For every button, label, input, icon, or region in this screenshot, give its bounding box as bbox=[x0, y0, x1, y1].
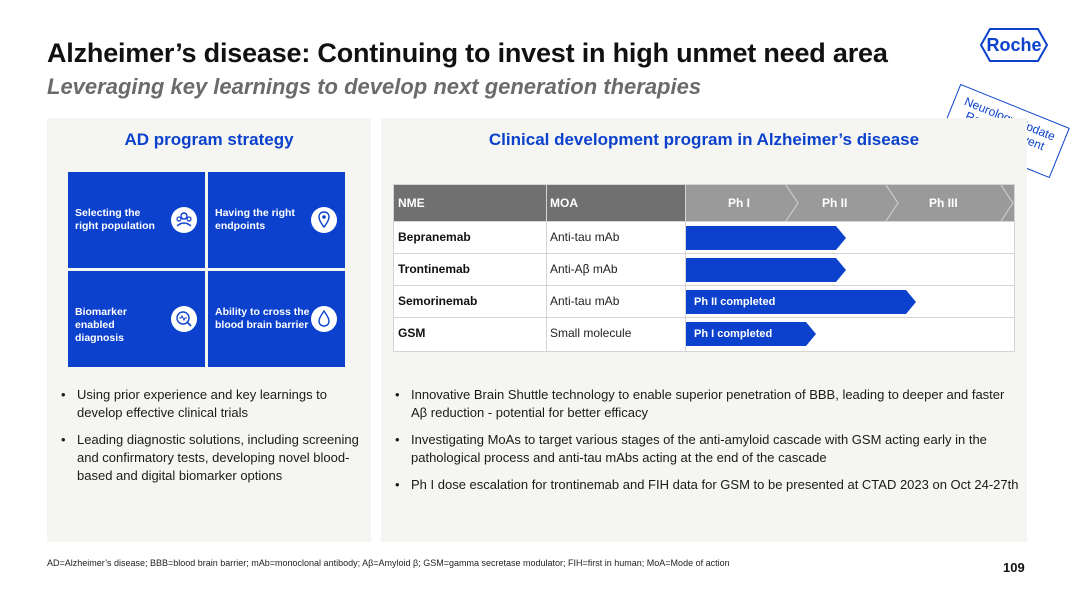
header-moa: MOA bbox=[550, 196, 578, 210]
strategy-bullet-list: Using prior experience and key learnings… bbox=[54, 386, 366, 494]
cell-moa: Small molecule bbox=[550, 326, 632, 340]
roche-logo: Roche bbox=[979, 28, 1049, 62]
table-row: Semorinemab Anti-tau mAb Ph II completed bbox=[394, 285, 1014, 317]
location-pin-icon bbox=[311, 207, 337, 233]
list-item: Ph I dose escalation for trontinemab and… bbox=[388, 476, 1023, 494]
clinical-program-heading: Clinical development program in Alzheime… bbox=[488, 130, 920, 149]
magnifier-pulse-icon bbox=[171, 306, 197, 332]
bar-label: Ph II completed bbox=[694, 296, 776, 308]
cell-nme: Bepranemab bbox=[398, 230, 471, 244]
footnote: AD=Alzheimer’s disease; BBB=blood brain … bbox=[47, 558, 730, 568]
tile-label: Biomarker enabled diagnosis bbox=[75, 306, 127, 344]
strategy-heading: AD program strategy bbox=[124, 130, 294, 149]
cell-moa: Anti-tau mAb bbox=[550, 294, 620, 308]
column-divider bbox=[685, 185, 686, 351]
clinical-program-panel: Clinical development program in Alzheime… bbox=[381, 118, 1027, 542]
population-icon bbox=[171, 207, 197, 233]
tile-population: Selecting the right population bbox=[68, 172, 205, 268]
strategy-tile-grid: Selecting the right population Having th… bbox=[68, 172, 348, 367]
header-ph2: Ph II bbox=[822, 196, 848, 210]
logo-text: Roche bbox=[986, 35, 1042, 55]
tile-biomarker: Biomarker enabled diagnosis bbox=[68, 271, 205, 367]
roche-hexagon-icon bbox=[979, 28, 1049, 62]
phase-progress-bar bbox=[686, 322, 816, 346]
phase-progress-bar bbox=[686, 258, 846, 282]
slide-title: Alzheimer’s disease: Continuing to inves… bbox=[47, 38, 888, 68]
table-row: GSM Small molecule Ph I completed bbox=[394, 317, 1014, 349]
table-row: Trontinemab Anti-Aβ mAb bbox=[394, 253, 1014, 285]
phase-progress-bar bbox=[686, 226, 846, 250]
header-nme: NME bbox=[398, 196, 425, 210]
column-divider bbox=[546, 185, 547, 351]
strategy-panel: AD program strategy Selecting the right … bbox=[47, 118, 371, 542]
tile-label: Having the right endpoints bbox=[215, 207, 295, 232]
phase-header-band: Ph I Ph II Ph III bbox=[686, 185, 1014, 221]
slide-subtitle: Leveraging key learnings to develop next… bbox=[47, 74, 702, 99]
pipeline-table: NME MOA Ph I Ph II Ph III Bepranemab Ant… bbox=[393, 184, 1015, 352]
list-item: Investigating MoAs to target various sta… bbox=[388, 431, 1023, 467]
cell-nme: GSM bbox=[398, 326, 426, 340]
tile-endpoints: Having the right endpoints bbox=[208, 172, 345, 268]
phase-chevrons bbox=[785, 185, 1014, 221]
cell-nme: Trontinemab bbox=[398, 262, 471, 276]
phase-progress-bar bbox=[686, 290, 916, 314]
list-item: Innovative Brain Shuttle technology to e… bbox=[388, 386, 1023, 422]
cell-moa: Anti-Aβ mAb bbox=[550, 262, 618, 276]
tile-label: Ability to cross the blood brain barrier bbox=[215, 306, 310, 331]
tile-label: Selecting the right population bbox=[75, 207, 155, 232]
table-header-row: NME MOA Ph I Ph II Ph III bbox=[394, 185, 1014, 221]
bar-label: Ph I completed bbox=[694, 328, 773, 340]
cell-moa: Anti-tau mAb bbox=[550, 230, 620, 244]
program-bullet-list: Innovative Brain Shuttle technology to e… bbox=[388, 386, 1023, 503]
table-row: Bepranemab Anti-tau mAb bbox=[394, 221, 1014, 253]
page-number: 109 bbox=[1003, 560, 1025, 575]
list-item: Using prior experience and key learnings… bbox=[54, 386, 366, 422]
header-ph3: Ph III bbox=[929, 196, 958, 210]
tile-bbb: Ability to cross the blood brain barrier bbox=[208, 271, 345, 367]
header-ph1: Ph I bbox=[728, 196, 751, 210]
cell-nme: Semorinemab bbox=[398, 294, 478, 308]
list-item: Leading diagnostic solutions, including … bbox=[54, 431, 366, 485]
droplet-icon bbox=[311, 306, 337, 332]
